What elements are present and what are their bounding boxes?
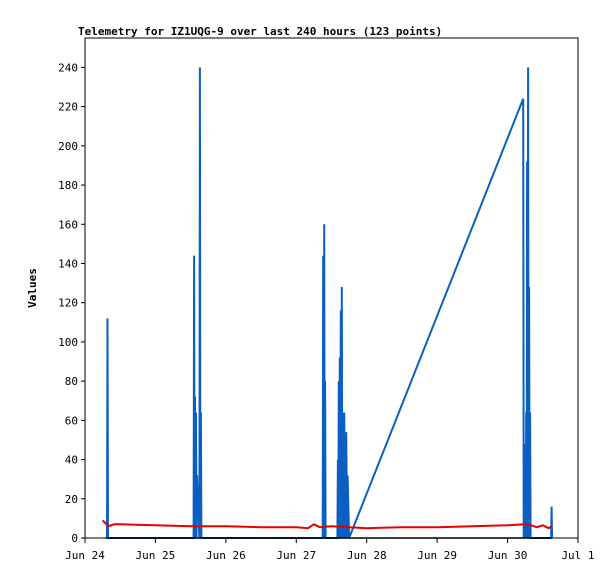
y-tick-label: 220 xyxy=(58,101,78,114)
series-line-2 xyxy=(101,519,553,530)
series-layer xyxy=(101,67,554,539)
x-tick-label: Jun 24 xyxy=(65,549,105,562)
y-tick-label: 120 xyxy=(58,297,78,310)
x-tick-label: Jul 1 xyxy=(561,549,594,562)
y-tick-label: 60 xyxy=(65,414,78,427)
y-tick-label: 180 xyxy=(58,179,78,192)
plot-frame xyxy=(84,37,579,539)
x-tick-label: Jun 30 xyxy=(488,549,528,562)
y-tick-label: 0 xyxy=(71,532,78,545)
y-tick-label: 100 xyxy=(58,336,78,349)
y-axis-label: Values xyxy=(26,268,39,308)
x-tick-label: Jun 27 xyxy=(276,549,316,562)
y-axis: 0 20 40 60 80 100 120 140 160 180 200 220 240 xyxy=(58,61,85,545)
y-tick-label: 40 xyxy=(65,454,78,467)
y-tick-label: 20 xyxy=(65,493,78,506)
y-tick-label: 140 xyxy=(58,257,78,270)
y-tick-label: 240 xyxy=(58,61,78,74)
y-tick-label: 200 xyxy=(58,140,78,153)
y-tick-label: 80 xyxy=(65,375,78,388)
x-tick-label: Jun 26 xyxy=(206,549,246,562)
x-tick-label: Jun 25 xyxy=(136,549,176,562)
x-tick-label: Jun 28 xyxy=(347,549,387,562)
x-tick-label: Jun 29 xyxy=(417,549,457,562)
y-tick-label: 160 xyxy=(58,218,78,231)
x-axis: Jun 24 Jun 25 Jun 26 Jun 27 Jun 28 Jun 29 Jun … xyxy=(65,538,595,562)
series-line-1 xyxy=(106,67,554,539)
chart-title: Telemetry for IZ1UQG-9 over last 240 hou… xyxy=(78,25,442,38)
